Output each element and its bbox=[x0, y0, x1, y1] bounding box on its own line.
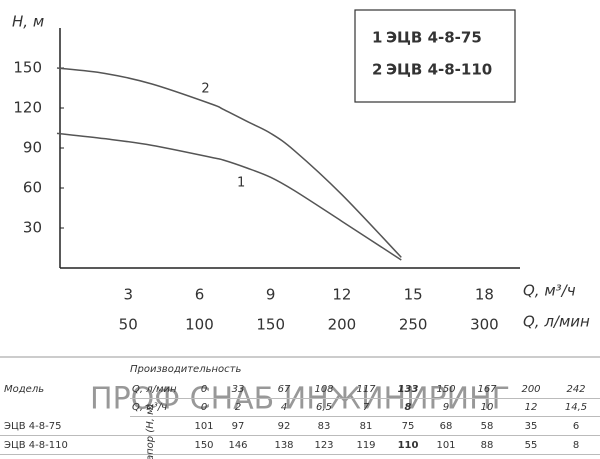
legend-number: 1 bbox=[372, 29, 382, 47]
x2-tick-label: 300 bbox=[470, 316, 499, 334]
x2-tick-label: 200 bbox=[328, 316, 357, 334]
table-cell: 83 bbox=[318, 421, 331, 432]
x2-tick-label: 250 bbox=[399, 316, 428, 334]
table-cell: 8 bbox=[573, 440, 579, 451]
table-cell: ЭЦВ 4-8-75 bbox=[4, 421, 61, 432]
model-header: Модель bbox=[4, 384, 44, 395]
table-cell: 117 bbox=[356, 384, 376, 395]
x-tick-label: 18 bbox=[475, 286, 494, 304]
table-cell: 133 bbox=[398, 384, 419, 395]
table-cell: 108 bbox=[314, 384, 333, 395]
y-axis-label: Н, м bbox=[12, 13, 44, 31]
table-cell: 101 bbox=[194, 421, 213, 432]
curve-label: 1 bbox=[237, 176, 245, 191]
table-cell: 92 bbox=[278, 421, 291, 432]
x2-tick-label: 50 bbox=[119, 316, 138, 334]
legend-box bbox=[354, 9, 516, 103]
table-cell: 150 bbox=[194, 440, 213, 451]
legend-entry: ЭЦВ 4-8-75 bbox=[386, 29, 482, 47]
table-cell: 9 bbox=[443, 402, 449, 413]
table-cell: 35 bbox=[525, 421, 538, 432]
x-tick-label: 12 bbox=[332, 286, 351, 304]
table-cell: 0 bbox=[201, 384, 207, 395]
table-cell: 146 bbox=[228, 440, 247, 451]
x-tick-label: 15 bbox=[404, 286, 423, 304]
x2-axis-label: Q, л/мин bbox=[523, 313, 590, 331]
table-cell: 200 bbox=[521, 384, 540, 395]
curve-label: 2 bbox=[201, 82, 209, 97]
table-cell: 12 bbox=[525, 402, 538, 413]
table-cell: 110 bbox=[398, 440, 419, 451]
y-tick-label: 90 bbox=[23, 139, 42, 157]
x-axis-label: Q, м³/ч bbox=[523, 282, 576, 300]
table-cell: 8 bbox=[405, 402, 412, 413]
table-cell: 0 bbox=[201, 402, 207, 413]
x-tick-label: 3 bbox=[123, 286, 133, 304]
table-cell: 67 bbox=[278, 384, 291, 395]
y-tick-label: 120 bbox=[13, 99, 42, 117]
table-cell: 167 bbox=[477, 384, 497, 395]
head-header: Напор (Н, м) bbox=[145, 403, 156, 459]
table-cell: 4 bbox=[281, 402, 287, 413]
table-cell: Q, л/мин bbox=[132, 384, 177, 395]
table-cell: 33 bbox=[232, 384, 245, 395]
table-cell: 7 bbox=[363, 402, 370, 413]
legend-entry: ЭЦВ 4-8-110 bbox=[386, 61, 492, 79]
table-cell: Q, м³/ч bbox=[132, 402, 167, 413]
table-caption: Производительность bbox=[130, 364, 241, 375]
table-cell: ЭЦВ 4-8-110 bbox=[4, 440, 68, 451]
legend-number: 2 bbox=[372, 61, 382, 79]
table-cell: 81 bbox=[360, 421, 373, 432]
x2-tick-label: 150 bbox=[256, 316, 285, 334]
table-cell: 55 bbox=[525, 440, 538, 451]
x2-tick-label: 100 bbox=[185, 316, 214, 334]
curve bbox=[56, 132, 402, 261]
table-cell: 75 bbox=[402, 421, 415, 432]
table-cell: 2 bbox=[235, 402, 241, 413]
curve bbox=[56, 67, 402, 258]
table-cell: 138 bbox=[274, 440, 293, 451]
x-tick-label: 6 bbox=[195, 286, 205, 304]
y-tick-label: 150 bbox=[13, 59, 42, 77]
table-cell: 242 bbox=[566, 384, 585, 395]
table-cell: 123 bbox=[314, 440, 333, 451]
x-tick-label: 9 bbox=[266, 286, 276, 304]
table-cell: 88 bbox=[481, 440, 494, 451]
y-tick-label: 60 bbox=[23, 179, 42, 197]
table-cell: 14,5 bbox=[565, 402, 587, 413]
table-cell: 6,5 bbox=[316, 402, 332, 413]
table-cell: 58 bbox=[481, 421, 494, 432]
table-cell: 6 bbox=[573, 421, 579, 432]
table-cell: 150 bbox=[436, 384, 455, 395]
table-cell: 68 bbox=[440, 421, 453, 432]
y-tick-label: 30 bbox=[23, 219, 42, 237]
table-cell: 101 bbox=[436, 440, 455, 451]
table-cell: 97 bbox=[232, 421, 245, 432]
table-cell: 10 bbox=[481, 402, 494, 413]
table-cell: 119 bbox=[356, 440, 375, 451]
